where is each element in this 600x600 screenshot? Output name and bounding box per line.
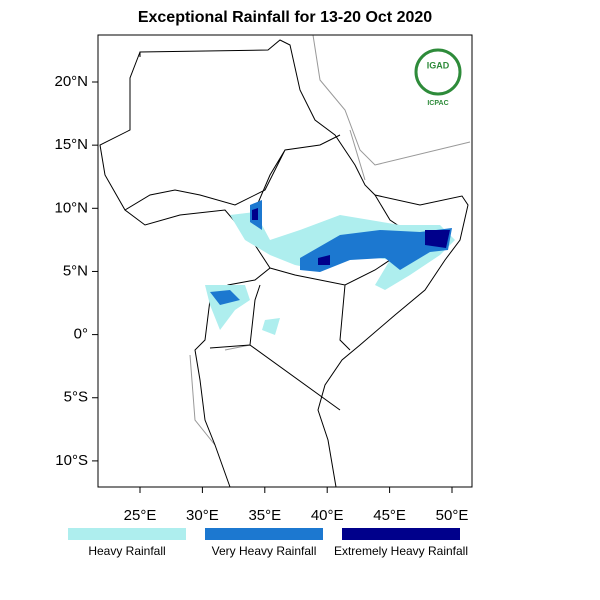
- map-frame: [97, 34, 473, 488]
- lon-tick-label: 35°E: [248, 507, 281, 524]
- lon-tick-label: 45°E: [373, 507, 406, 524]
- lat-tick-label: 5°N: [63, 262, 88, 279]
- legend-label: Extremely Heavy Rainfall: [334, 544, 468, 558]
- outside-borders: [189, 34, 471, 446]
- logo: IGAD ICPAC: [414, 48, 462, 107]
- title: Exceptional Rainfall for 13-20 Oct 2020: [138, 9, 432, 26]
- lat-tick-label: 20°N: [54, 73, 88, 90]
- legend-label: Heavy Rainfall: [88, 544, 165, 558]
- region-outline: [99, 39, 469, 488]
- lat-tick-label: 10°S: [55, 452, 88, 469]
- lon-tick-label: 50°E: [436, 507, 469, 524]
- logo-bottom: ICPAC: [427, 100, 448, 107]
- legend-swatch: [68, 528, 186, 540]
- logo-top: IGAD: [427, 60, 450, 70]
- lat-tick-label: 10°N: [54, 199, 88, 216]
- legend-label: Very Heavy Rainfall: [212, 544, 317, 558]
- map-area: [99, 34, 471, 488]
- rainfall-patches: [205, 200, 455, 335]
- internal-borders: [124, 134, 445, 411]
- legend-swatch: [205, 528, 323, 540]
- lat-tick-label: 0°: [74, 326, 88, 343]
- lon-tick-label: 40°E: [311, 507, 344, 524]
- lon-tick-label: 25°E: [124, 507, 157, 524]
- lat-tick-label: 5°S: [64, 389, 88, 406]
- lon-tick-label: 30°E: [186, 507, 219, 524]
- legend-swatch: [342, 528, 460, 540]
- lat-tick-label: 15°N: [54, 136, 88, 153]
- logo-ring: [414, 48, 462, 96]
